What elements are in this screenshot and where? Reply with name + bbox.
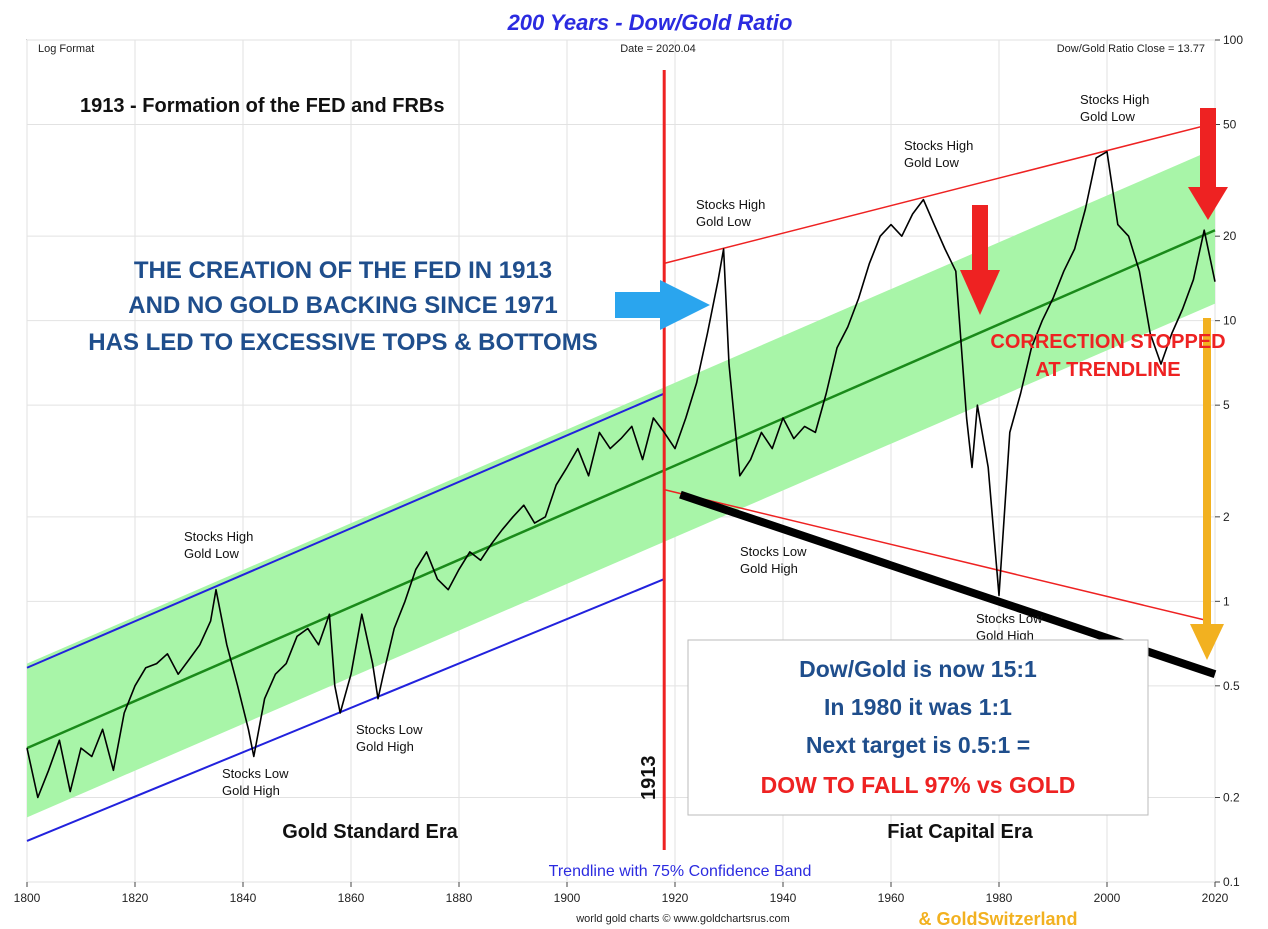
x-tick-label: 1960 bbox=[878, 891, 905, 905]
annotation-line-1: Stocks Low bbox=[740, 544, 807, 559]
blue-message-line-3: HAS LED TO EXCESSIVE TOPS & BOTTOMS bbox=[88, 329, 597, 356]
y-tick-label: 10 bbox=[1223, 314, 1237, 328]
y-tick-label: 0.1 bbox=[1223, 875, 1240, 889]
upper-channel-line bbox=[26, 392, 665, 669]
gold-credit-label: & GoldSwitzerland bbox=[918, 909, 1077, 929]
series-layer bbox=[26, 150, 1216, 799]
x-tick-label: 1920 bbox=[662, 891, 689, 905]
x-tick-label: 2020 bbox=[1202, 891, 1229, 905]
box-line-1: Dow/Gold is now 15:1 bbox=[799, 656, 1037, 682]
trend-line bbox=[26, 229, 1216, 750]
annotation-line-2: Gold High bbox=[740, 561, 798, 576]
annotation-line-2: Gold High bbox=[356, 739, 414, 754]
x-tick-label: 2000 bbox=[1094, 891, 1121, 905]
annotation-line-1: Stocks Low bbox=[976, 611, 1043, 626]
annotation-line-1: Stocks High bbox=[696, 197, 765, 212]
y-tick-label: 5 bbox=[1223, 398, 1230, 412]
y-tick-label: 0.2 bbox=[1223, 791, 1240, 805]
box-line-2: In 1980 it was 1:1 bbox=[824, 694, 1012, 720]
x-tick-label: 1840 bbox=[230, 891, 257, 905]
axis-ticks: 1800 1820 1840 1860 1880 1900 1920 1940 1960 1980… bbox=[14, 33, 1244, 905]
confidence-band bbox=[27, 148, 1215, 818]
annotation-line-2: Gold Low bbox=[904, 155, 960, 170]
y-tick-label: 100 bbox=[1223, 33, 1243, 47]
annotation-line-2: Gold Low bbox=[1080, 109, 1136, 124]
era-right-label: Fiat Capital Era bbox=[887, 821, 1033, 843]
x-tick-label: 1880 bbox=[446, 891, 473, 905]
dow-gold-series-line bbox=[26, 150, 1216, 799]
annotation-line-1: Stocks High bbox=[184, 529, 253, 544]
y-tick-label: 20 bbox=[1223, 229, 1237, 243]
annotation-layer: Stocks High Gold Low Stocks Low Gold High St… bbox=[184, 92, 1149, 798]
lower-channel-line bbox=[26, 578, 665, 842]
log-format-label: Log Format bbox=[38, 43, 94, 55]
y-tick-label: 0.5 bbox=[1223, 679, 1240, 693]
x-tick-label: 1860 bbox=[338, 891, 365, 905]
fed-upper-line bbox=[664, 123, 1210, 265]
annotation-line-2: Gold High bbox=[976, 628, 1034, 643]
fed-lower-line bbox=[664, 488, 1210, 622]
red-down-arrow-icon bbox=[960, 205, 1000, 315]
annotation-line-1: Stocks High bbox=[904, 138, 973, 153]
fed-formation-heading: 1913 - Formation of the FED and FRBs bbox=[80, 95, 444, 117]
correction-line-1: CORRECTION STOPPED bbox=[990, 331, 1225, 353]
blue-arrow-icon bbox=[615, 280, 710, 330]
x-tick-label: 1980 bbox=[986, 891, 1013, 905]
x-tick-label: 1800 bbox=[14, 891, 41, 905]
blue-message-line-1: THE CREATION OF THE FED IN 1913 bbox=[134, 257, 552, 284]
annotation-line-2: Gold High bbox=[222, 783, 280, 798]
fed-year-label: 1913 bbox=[638, 756, 660, 801]
blue-message-line-2: AND NO GOLD BACKING SINCE 1971 bbox=[128, 292, 557, 319]
annotation-line-1: Stocks High bbox=[1080, 92, 1149, 107]
annotation-line-1: Stocks Low bbox=[356, 722, 423, 737]
box-line-3: Next target is 0.5:1 = bbox=[806, 732, 1030, 758]
correction-line-2: AT TRENDLINE bbox=[1035, 359, 1180, 381]
y-tick-label: 1 bbox=[1223, 594, 1230, 608]
band-caption: Trendline with 75% Confidence Band bbox=[549, 863, 812, 880]
message-box bbox=[687, 639, 1149, 816]
annotation-line-2: Gold Low bbox=[696, 214, 752, 229]
annotation-line-2: Gold Low bbox=[184, 546, 240, 561]
red-down-arrow-icon bbox=[1188, 108, 1228, 220]
chart-title: 200 Years - Dow/Gold Ratio bbox=[507, 10, 793, 35]
box-red-line: DOW TO FALL 97% vs GOLD bbox=[761, 772, 1076, 798]
credit-label: world gold charts © www.goldchartsrus.co… bbox=[575, 913, 790, 925]
x-tick-label: 1940 bbox=[770, 891, 797, 905]
date-label: Date = 2020.04 bbox=[620, 43, 696, 55]
y-tick-label: 2 bbox=[1223, 510, 1230, 524]
x-tick-label: 1820 bbox=[122, 891, 149, 905]
y-tick-label: 50 bbox=[1223, 117, 1237, 131]
ratio-close-label: Dow/Gold Ratio Close = 13.77 bbox=[1057, 43, 1205, 55]
gold-down-arrow-icon bbox=[1190, 318, 1224, 660]
annotation-line-1: Stocks Low bbox=[222, 766, 289, 781]
x-tick-label: 1900 bbox=[554, 891, 581, 905]
confidence-band-area bbox=[27, 148, 1215, 818]
era-left-label: Gold Standard Era bbox=[282, 821, 458, 843]
